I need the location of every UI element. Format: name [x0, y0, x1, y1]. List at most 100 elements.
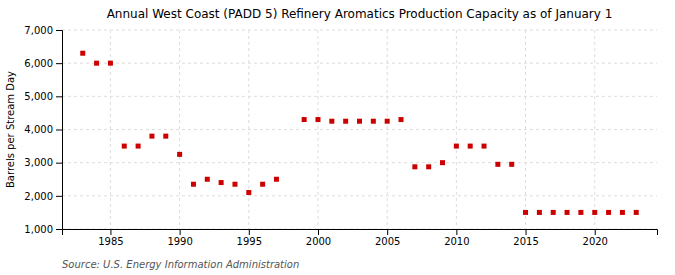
point — [385, 119, 390, 124]
grid-line — [62, 63, 657, 64]
point — [94, 61, 99, 66]
title: Annual West Coast (PADD 5) Refinery Arom… — [107, 7, 613, 21]
point — [122, 144, 127, 149]
point — [578, 210, 583, 215]
tick-mark — [595, 229, 596, 235]
point — [80, 51, 85, 56]
grid-line — [248, 30, 249, 229]
point — [302, 117, 307, 122]
tick-mark — [56, 229, 62, 230]
plot: 1985 1990 1995 2000 2005 2010 2015 2020 1,000 2,0… — [24, 25, 657, 247]
grid-line — [110, 30, 111, 229]
point — [537, 210, 542, 215]
tick-label: 3,000 — [24, 157, 53, 168]
point — [149, 134, 154, 139]
grid-line — [62, 30, 657, 31]
point — [399, 117, 404, 122]
tick-mark — [56, 96, 62, 97]
axis-line — [56, 31, 63, 230]
tick-label: 2020 — [583, 236, 608, 247]
tick: 2020 — [583, 229, 608, 247]
grid-line — [525, 30, 526, 229]
point — [357, 119, 362, 124]
tick-label: 2010 — [444, 236, 469, 247]
grid-line — [179, 30, 180, 229]
tick-mark — [387, 229, 388, 235]
tick-label: 2015 — [513, 236, 538, 247]
point — [315, 117, 320, 122]
grid — [62, 30, 657, 229]
tick-mark — [456, 229, 457, 235]
tick: 1985 — [98, 229, 123, 247]
tick-mark — [526, 229, 527, 235]
tick: 3,000 — [24, 157, 62, 168]
grid-line — [456, 30, 457, 229]
point — [260, 182, 265, 187]
point — [274, 177, 279, 182]
point — [412, 164, 417, 169]
x-axis: 1985 1990 1995 2000 2005 2010 2015 2020 — [63, 229, 658, 247]
point — [232, 182, 237, 187]
tick-mark — [56, 30, 62, 31]
tick-mark — [318, 229, 319, 235]
point — [440, 160, 445, 165]
grid-line — [62, 195, 657, 196]
point — [219, 180, 224, 185]
tick: 1990 — [167, 229, 192, 247]
tick: 7,000 — [24, 25, 62, 36]
point — [108, 61, 113, 66]
point — [551, 210, 556, 215]
tick-label: 7,000 — [24, 25, 53, 36]
grid-line — [62, 162, 657, 163]
tick: 1,000 — [24, 224, 62, 235]
grid-line — [62, 96, 657, 97]
point — [565, 210, 570, 215]
tick-label: 2,000 — [24, 191, 53, 202]
point — [246, 190, 251, 195]
tick: 2015 — [513, 229, 538, 247]
tick-mark — [56, 130, 62, 131]
point — [468, 144, 473, 149]
annotation: Source: U.S. Energy Information Administ… — [62, 259, 299, 270]
tick-mark — [56, 196, 62, 197]
chart: 1985 1990 1995 2000 2005 2010 2015 2020 1,000 2,0… — [0, 0, 675, 275]
point — [592, 210, 597, 215]
tick-label: 1995 — [237, 236, 262, 247]
point — [191, 182, 196, 187]
grid-line — [594, 30, 595, 229]
tick: 2,000 — [24, 191, 62, 202]
tick-label: 6,000 — [24, 58, 53, 69]
tick-label: 5,000 — [24, 91, 53, 102]
point — [177, 152, 182, 157]
tick-label: 1,000 — [24, 224, 53, 235]
point — [454, 144, 459, 149]
tick-mark — [56, 63, 62, 64]
tick-mark — [56, 163, 62, 164]
tick-label: 4,000 — [24, 124, 53, 135]
grid-line — [387, 30, 388, 229]
point — [329, 119, 334, 124]
point — [509, 162, 514, 167]
tick: 5,000 — [24, 91, 62, 102]
point — [371, 119, 376, 124]
tick-mark — [180, 229, 181, 235]
tick-label: 1990 — [167, 236, 192, 247]
tick-mark — [110, 229, 111, 235]
axis-line — [63, 230, 658, 236]
tick-label: 1985 — [98, 236, 123, 247]
point — [343, 119, 348, 124]
point — [163, 134, 168, 139]
tick: 2005 — [375, 229, 400, 247]
point — [426, 164, 431, 169]
point — [482, 144, 487, 149]
tick-label: 2005 — [375, 236, 400, 247]
tick: 6,000 — [24, 58, 62, 69]
point — [620, 210, 625, 215]
points — [80, 51, 638, 215]
y-axis: 1,000 2,000 3,000 4,000 5,000 6,000 7,000 — [24, 25, 62, 235]
tick: 2000 — [306, 229, 331, 247]
tick: 4,000 — [24, 124, 62, 135]
point — [136, 144, 141, 149]
point — [634, 210, 639, 215]
tick-label: 2000 — [306, 236, 331, 247]
